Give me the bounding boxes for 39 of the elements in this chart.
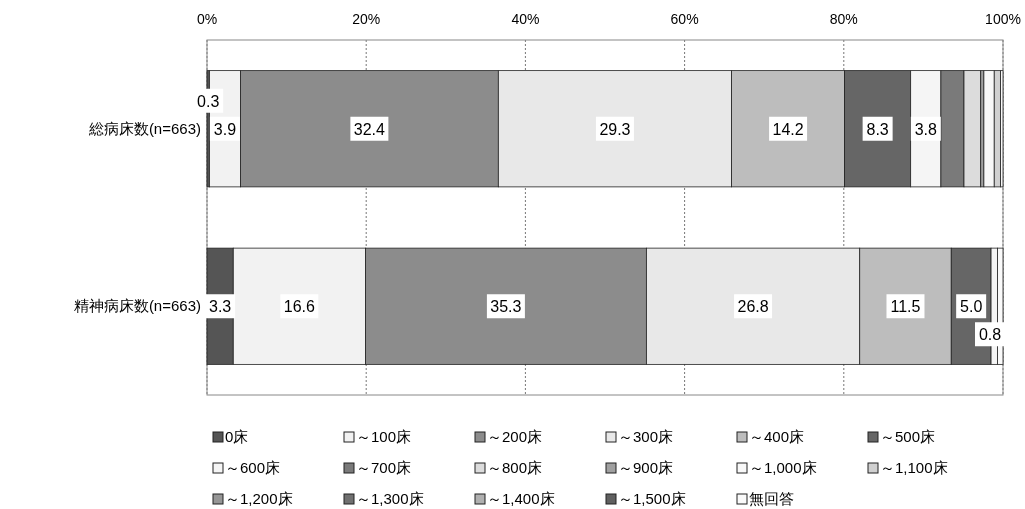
legend-label: ～1,300床	[356, 490, 424, 507]
x-tick: 40%	[511, 11, 540, 27]
x-tick: 20%	[352, 11, 381, 27]
legend-label: ～700床	[356, 459, 412, 476]
legend-label: ～1,000床	[749, 459, 817, 476]
data-label: 5.0	[960, 298, 983, 316]
data-label: 26.8	[737, 298, 769, 316]
data-label: 16.6	[283, 298, 315, 316]
x-tick: 80%	[829, 11, 858, 27]
data-label: 29.3	[599, 120, 631, 138]
legend-label: ～1,400床	[487, 490, 555, 507]
legend-label: ～300床	[618, 428, 674, 445]
data-label: 14.2	[772, 120, 804, 138]
legend-label: ～500床	[880, 428, 936, 445]
legend-label: ～1,100床	[880, 459, 948, 476]
legend-label: ～200床	[487, 428, 543, 445]
data-label: 32.4	[353, 120, 385, 138]
data-label: 8.3	[866, 120, 889, 138]
legend-label: ～1,500床	[618, 490, 686, 507]
data-label: 3.9	[213, 120, 237, 138]
data-label: 35.3	[490, 298, 522, 316]
legend-label: ～900床	[618, 459, 674, 476]
data-label: 3.3	[209, 298, 232, 316]
legend-label: ～100床	[356, 428, 412, 445]
legend-label: ～400床	[749, 428, 805, 445]
data-label: 3.8	[914, 120, 937, 138]
legend-label: ～600床	[225, 459, 281, 476]
category: 総病床数(n=663)	[88, 119, 201, 137]
data-label: 0.8	[978, 326, 1002, 344]
category: 精神病床数(n=663)	[73, 297, 201, 315]
x-tick: 60%	[670, 11, 699, 27]
data-label: 0.3	[197, 92, 220, 110]
legend-label: ～800床	[487, 459, 543, 476]
data-label: 11.5	[890, 298, 921, 316]
legend-label: ～1,200床	[225, 490, 293, 507]
legend-label: 0床	[225, 428, 249, 445]
x-tick: 100%	[985, 11, 1021, 27]
legend-label: 無回答	[749, 490, 794, 507]
x-tick: 0%	[196, 11, 218, 27]
